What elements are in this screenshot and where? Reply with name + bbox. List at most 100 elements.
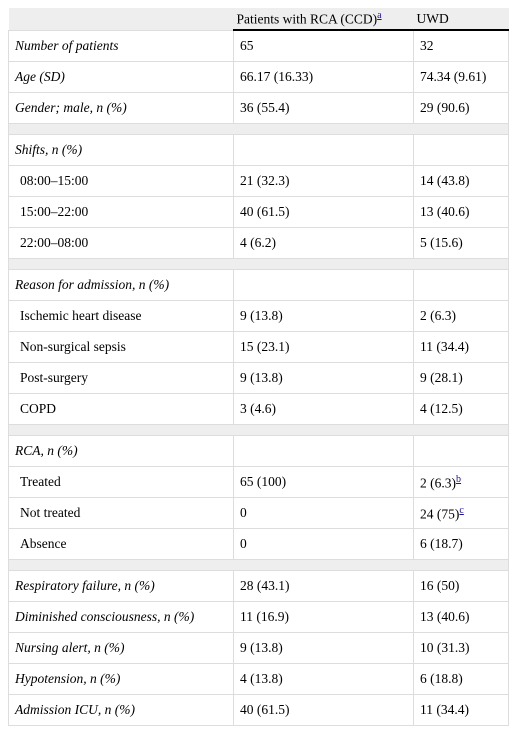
- value-cell: 13 (40.6): [413, 601, 509, 633]
- footnote-ref: b: [456, 473, 461, 485]
- value-cell: 21 (32.3): [233, 165, 414, 197]
- header-text: UWD: [416, 10, 449, 26]
- value-cell: 2 (6.3): [413, 300, 509, 332]
- data-row: Non-surgical sepsis 15 (23.1) 11 (34.4): [8, 331, 509, 363]
- value-cell: 4 (13.8): [233, 663, 414, 695]
- value-cell: 9 (28.1): [413, 362, 509, 394]
- data-row: Respiratory failure, n (%) 28 (43.1) 16 (5…: [8, 570, 509, 602]
- value-cell: 14 (43.8): [413, 165, 509, 197]
- data-row: Hypotension, n (%) 4 (13.8) 6 (18.8): [8, 663, 509, 695]
- value-cell: 65 (100): [233, 466, 414, 498]
- section-row: Shifts, n (%): [8, 134, 509, 166]
- data-row: Number of patients 65 32: [8, 29, 509, 62]
- row-label: 08:00–15:00: [8, 165, 234, 197]
- section-row: Reason for admission, n (%): [8, 269, 509, 301]
- row-label: Respiratory failure, n (%): [8, 570, 234, 602]
- row-label: COPD: [8, 393, 234, 425]
- value-cell: 9 (13.8): [233, 362, 414, 394]
- value-cell: 10 (31.3): [413, 632, 509, 664]
- value-cell: 65: [233, 29, 414, 62]
- row-label: Ischemic heart disease: [8, 300, 234, 332]
- value-cell: 15 (23.1): [233, 331, 414, 363]
- data-row: Not treated 0 24 (75)c: [8, 497, 509, 529]
- value-cell: 0: [233, 497, 414, 529]
- value-cell: 3 (4.6): [233, 393, 414, 425]
- section-heading: Reason for admission, n (%): [8, 269, 234, 301]
- empty-cell: [233, 134, 414, 166]
- value-cell: 0: [233, 528, 414, 560]
- data-row: 22:00–08:00 4 (6.2) 5 (15.6): [8, 227, 509, 259]
- row-label: Not treated: [8, 497, 234, 529]
- value-cell: 9 (13.8): [233, 300, 414, 332]
- value-cell: 11 (34.4): [413, 331, 509, 363]
- row-label: Post-surgery: [8, 362, 234, 394]
- data-row: Post-surgery 9 (13.8) 9 (28.1): [8, 362, 509, 394]
- value-cell: 11 (16.9): [233, 601, 414, 633]
- footnote-ref: a: [377, 9, 381, 21]
- empty-cell: [413, 134, 509, 166]
- value-cell: 5 (15.6): [413, 227, 509, 259]
- row-label: Age (SD): [8, 61, 234, 93]
- spacer-row: [8, 559, 509, 571]
- spacer-row: [8, 258, 509, 270]
- value-cell: 40 (61.5): [233, 196, 414, 228]
- value-cell: 29 (90.6): [413, 92, 509, 124]
- row-label: Non-surgical sepsis: [8, 331, 234, 363]
- value-cell: 2 (6.3)b: [413, 466, 509, 498]
- spacer-cell: [8, 123, 509, 135]
- row-label: Admission ICU, n (%): [8, 694, 234, 726]
- value-cell: 28 (43.1): [233, 570, 414, 602]
- value-cell: 13 (40.6): [413, 196, 509, 228]
- value-cell: 74.34 (9.61): [413, 61, 509, 93]
- section-heading: Shifts, n (%): [8, 134, 234, 166]
- spacer-row: [8, 123, 509, 135]
- data-row: Treated 65 (100) 2 (6.3)b: [8, 466, 509, 498]
- footnote-link[interactable]: b: [456, 473, 461, 485]
- spacer-row: [8, 424, 509, 436]
- section-row: RCA, n (%): [8, 435, 509, 467]
- row-label: Number of patients: [8, 29, 234, 62]
- data-row: 15:00–22:00 40 (61.5) 13 (40.6): [8, 196, 509, 228]
- value-text: 24 (75): [420, 506, 460, 522]
- header-cell: [8, 8, 234, 30]
- value-cell: 6 (18.7): [413, 528, 509, 560]
- value-text: 2 (6.3): [420, 475, 456, 491]
- value-cell: 32: [413, 29, 509, 62]
- row-label: 15:00–22:00: [8, 196, 234, 228]
- value-cell: 6 (18.8): [413, 663, 509, 695]
- spacer-cell: [8, 258, 509, 270]
- footnote-link[interactable]: c: [459, 504, 464, 516]
- data-row: Diminished consciousness, n (%) 11 (16.9)…: [8, 601, 509, 633]
- row-label: Treated: [8, 466, 234, 498]
- data-row: Gender; male, n (%) 36 (55.4) 29 (90.6): [8, 92, 509, 124]
- empty-cell: [233, 269, 414, 301]
- empty-cell: [233, 435, 414, 467]
- row-label: Hypotension, n (%): [8, 663, 234, 695]
- section-heading: RCA, n (%): [8, 435, 234, 467]
- footnote-ref: c: [459, 504, 463, 516]
- data-row: COPD 3 (4.6) 4 (12.5): [8, 393, 509, 425]
- data-table: Patients with RCA (CCD)a UWD Number of p…: [8, 8, 509, 726]
- table-body: Patients with RCA (CCD)a UWD Number of p…: [8, 8, 509, 726]
- row-label: Absence: [8, 528, 234, 560]
- header-text: Patients with RCA (CCD): [236, 11, 378, 27]
- empty-cell: [413, 435, 509, 467]
- footnote-link[interactable]: a: [377, 10, 382, 22]
- spacer-cell: [8, 424, 509, 436]
- spacer-cell: [8, 559, 509, 571]
- value-cell: 9 (13.8): [233, 632, 414, 664]
- row-label: 22:00–08:00: [8, 227, 234, 259]
- data-row: Age (SD) 66.17 (16.33) 74.34 (9.61): [8, 61, 509, 93]
- value-cell: 40 (61.5): [233, 694, 414, 726]
- value-cell: 16 (50): [413, 570, 509, 602]
- row-label: Nursing alert, n (%): [8, 632, 234, 664]
- data-row: 08:00–15:00 21 (32.3) 14 (43.8): [8, 165, 509, 197]
- empty-cell: [413, 269, 509, 301]
- value-cell: 11 (34.4): [413, 694, 509, 726]
- row-label: Diminished consciousness, n (%): [8, 601, 234, 633]
- value-cell: 36 (55.4): [233, 92, 414, 124]
- row-label: Gender; male, n (%): [8, 92, 234, 124]
- data-row: Admission ICU, n (%) 40 (61.5) 11 (34.4): [8, 694, 509, 726]
- data-row: Absence 0 6 (18.7): [8, 528, 509, 560]
